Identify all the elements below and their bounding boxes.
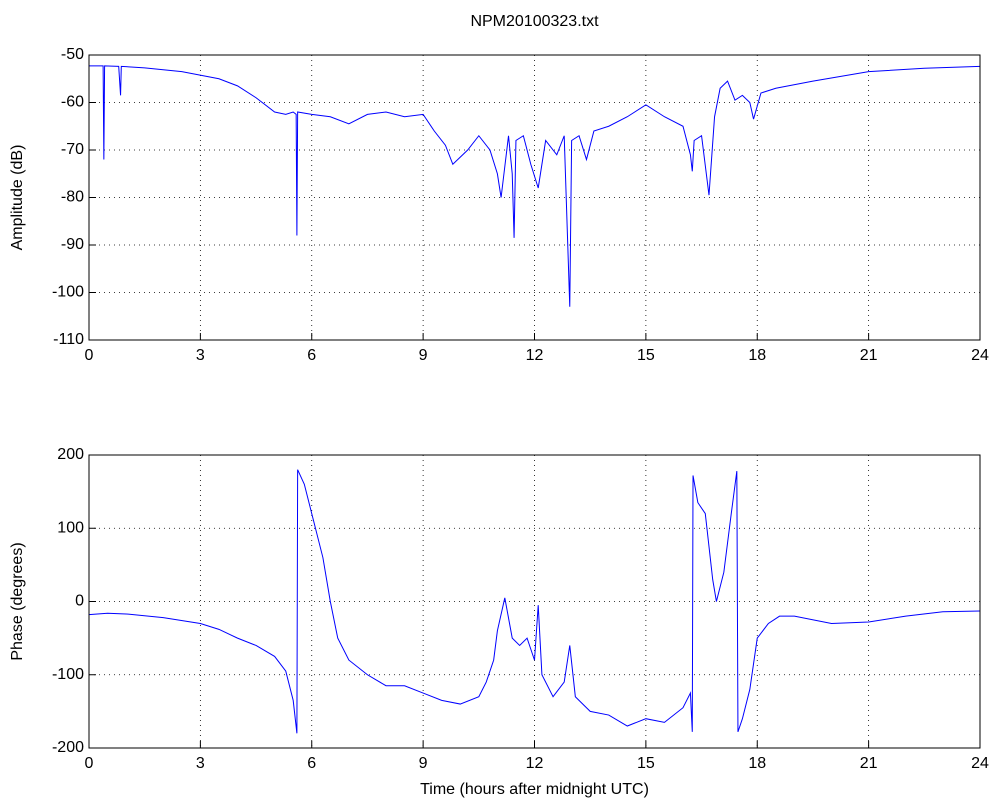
x-tick-label: 18 xyxy=(748,347,766,364)
y-axis-label: Amplitude (dB) xyxy=(9,145,26,251)
y-tick-label: -80 xyxy=(61,189,84,206)
x-tick-label: 0 xyxy=(85,347,94,364)
x-tick-label: 24 xyxy=(971,755,989,772)
y-tick-label: 0 xyxy=(75,593,84,610)
x-tick-label: 12 xyxy=(526,755,544,772)
y-tick-label: -100 xyxy=(52,666,84,683)
x-tick-label: 6 xyxy=(307,347,316,364)
x-tick-label: 12 xyxy=(526,347,544,364)
x-tick-label: 3 xyxy=(196,755,205,772)
y-tick-label: 100 xyxy=(57,519,84,536)
y-tick-label: -70 xyxy=(61,141,84,158)
x-tick-label: 6 xyxy=(307,755,316,772)
axes-frame xyxy=(88,454,981,749)
x-axis-label: Time (hours after midnight UTC) xyxy=(420,781,649,798)
y-tick-label: -200 xyxy=(52,739,84,756)
y-tick-label: -110 xyxy=(53,331,84,348)
data-line xyxy=(88,469,981,734)
y-axis-label: Phase (degrees) xyxy=(9,542,26,660)
y-tick-label: -90 xyxy=(61,236,84,253)
x-tick-label: 21 xyxy=(860,755,878,772)
x-tick-label: 3 xyxy=(196,347,205,364)
y-tick-label: 200 xyxy=(57,446,84,463)
chart-title: NPM20100323.txt xyxy=(470,13,599,30)
axes-frame xyxy=(88,54,981,341)
x-tick-label: 24 xyxy=(971,347,989,364)
x-tick-label: 21 xyxy=(860,347,878,364)
x-tick-label: 15 xyxy=(637,755,655,772)
y-tick-label: -100 xyxy=(52,284,84,301)
data-line xyxy=(89,65,981,307)
x-tick-label: 9 xyxy=(419,755,428,772)
y-tick-label: -50 xyxy=(61,46,84,63)
x-tick-label: 9 xyxy=(419,347,428,364)
x-tick-label: 15 xyxy=(637,347,655,364)
y-tick-label: -60 xyxy=(61,94,84,111)
x-tick-label: 0 xyxy=(85,755,94,772)
x-tick-label: 18 xyxy=(748,755,766,772)
